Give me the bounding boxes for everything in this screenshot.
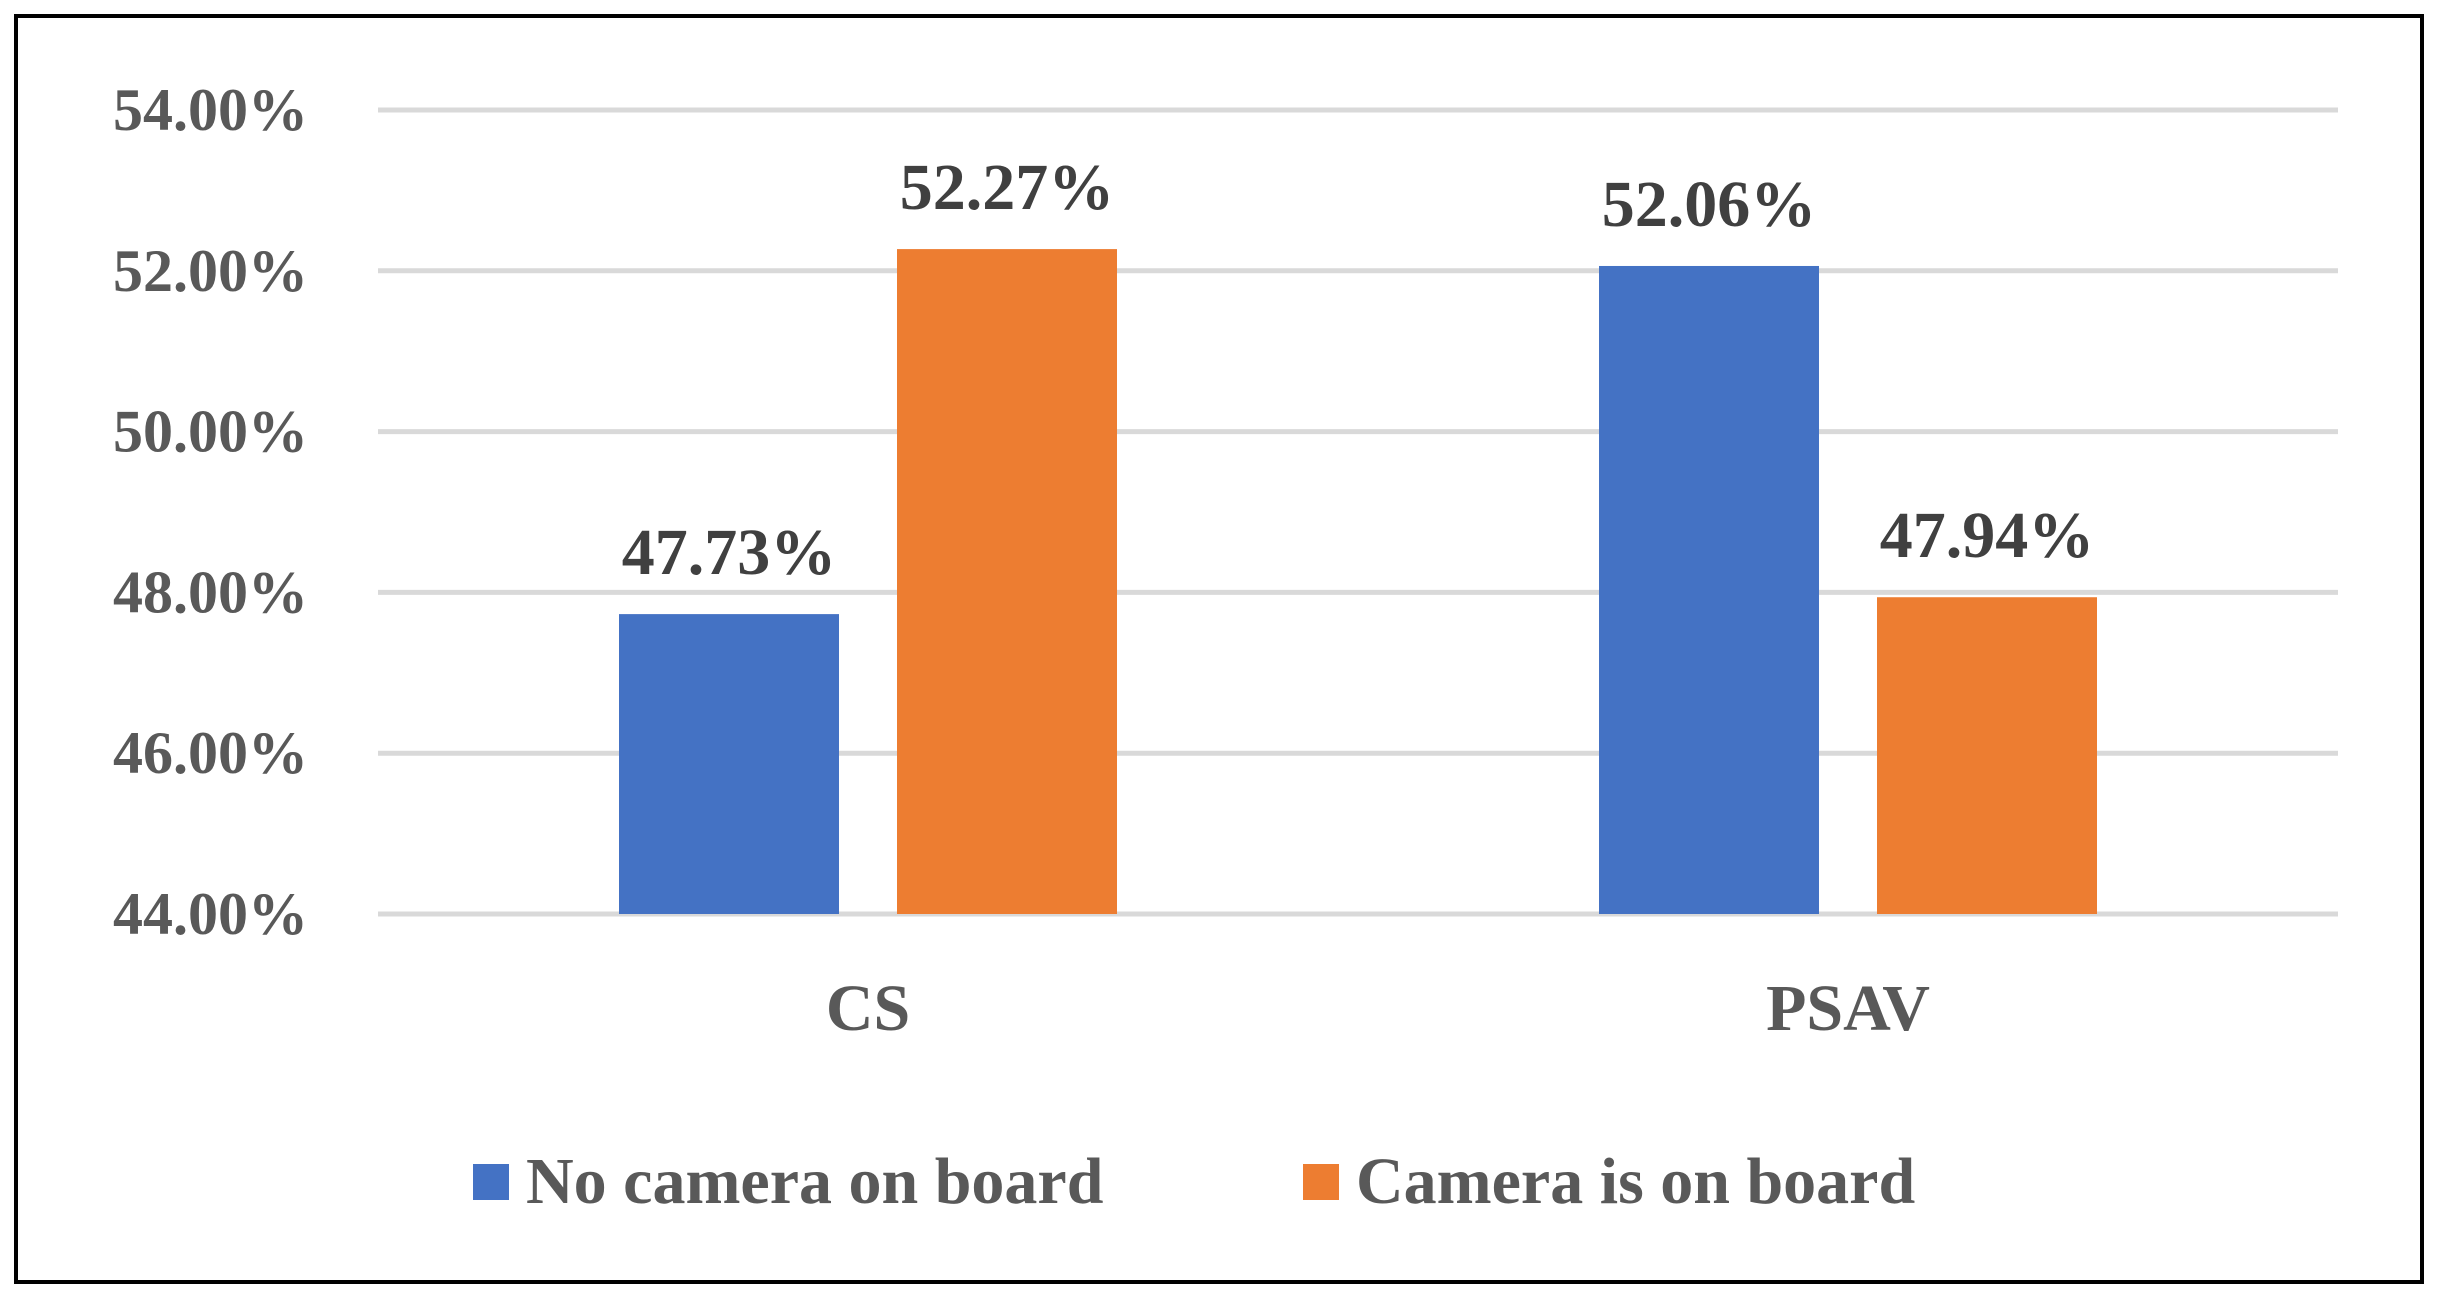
x-tick-label: PSAV	[1766, 972, 1930, 1045]
legend-label: No camera on board	[526, 1145, 1103, 1218]
bar-cs-series-1	[619, 614, 839, 914]
y-tick-label: 46.00%	[113, 720, 308, 786]
data-label: 52.06%	[1602, 168, 1817, 241]
chart-frame: 47.73% 52.27% 52.06% 47.94% 44.00% 46.00% 48.…	[14, 14, 2424, 1284]
data-label: 47.73%	[622, 516, 837, 589]
data-label: 47.94%	[1880, 499, 2095, 572]
bar-psav-series-2	[1877, 597, 2097, 914]
y-tick-label: 52.00%	[113, 238, 308, 304]
bar-psav-series-1	[1599, 265, 1819, 914]
legend-label: Camera is on board	[1356, 1145, 1915, 1218]
y-tick-label: 44.00%	[113, 881, 308, 947]
bar-cs-series-2	[897, 249, 1117, 915]
data-label: 52.27%	[900, 151, 1115, 224]
y-tick-label: 54.00%	[113, 77, 308, 143]
bar-chart: 47.73% 52.27% 52.06% 47.94% 44.00% 46.00% 48.…	[113, 77, 2338, 1218]
legend-swatch-1	[473, 1164, 509, 1200]
y-tick-label: 50.00%	[113, 399, 308, 465]
legend-swatch-2	[1303, 1164, 1339, 1200]
x-tick-label: CS	[826, 972, 910, 1045]
y-tick-label: 48.00%	[113, 559, 308, 625]
